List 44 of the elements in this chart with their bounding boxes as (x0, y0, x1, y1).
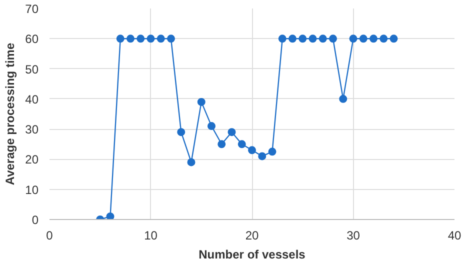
x-tick-label: 0 (46, 228, 54, 242)
y-tick-label: 10 (25, 182, 39, 197)
point (318, 34, 327, 43)
point (136, 34, 145, 43)
point (308, 34, 317, 43)
point (167, 34, 175, 43)
point (288, 34, 296, 43)
y-tick-label: 60 (25, 32, 39, 46)
point (329, 34, 337, 43)
point (177, 128, 186, 136)
point (268, 148, 276, 156)
point (380, 34, 388, 43)
point (390, 34, 398, 43)
point (146, 34, 155, 43)
point (208, 122, 216, 130)
point (349, 34, 358, 43)
point (197, 98, 206, 106)
y-tick-label: 30 (25, 122, 39, 137)
point (298, 34, 307, 43)
point (218, 140, 226, 148)
point (106, 212, 114, 220)
y-axis-title: Average processing time (3, 42, 18, 186)
point (339, 94, 348, 103)
point (258, 152, 266, 160)
point (238, 140, 246, 148)
point (156, 34, 165, 43)
y-tick-label: 20 (25, 152, 39, 167)
point (126, 34, 134, 43)
x-tick-label: 30 (346, 228, 360, 242)
point (248, 146, 256, 154)
point (187, 158, 196, 166)
x-tick-label: 40 (448, 228, 462, 242)
point (278, 34, 286, 43)
point (116, 34, 124, 43)
y-tick-label: 50 (25, 62, 39, 76)
x-axis-title: Number of vessels (198, 248, 306, 262)
x-tick-label: 10 (144, 228, 158, 242)
y-tick-label: 40 (25, 92, 39, 106)
point (370, 34, 378, 43)
x-tick-label: 20 (245, 228, 259, 242)
y-tick-label: 0 (32, 213, 39, 227)
point (228, 128, 236, 136)
point (359, 34, 368, 43)
y-tick-label: 70 (25, 2, 39, 16)
